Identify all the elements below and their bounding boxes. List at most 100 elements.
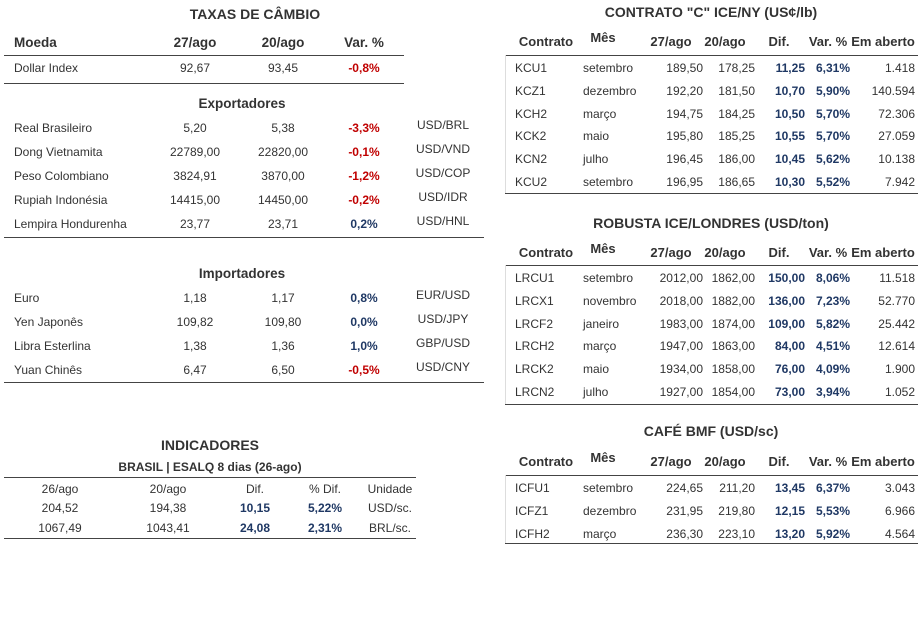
price-variation: 4,09% [815, 362, 850, 377]
indicadores-header-row: 26/ago 20/ago Dif. % Dif. Unidade [0, 480, 420, 498]
price-current: 1947,00 [659, 339, 703, 354]
contract-month: julho [583, 385, 609, 399]
contract-code: LRCH2 [515, 339, 555, 354]
market-header-divider [505, 265, 918, 266]
market-header-cell: Var. % [808, 454, 848, 469]
fx-header-divider [4, 55, 404, 56]
rate-current: 92,67 [179, 61, 211, 75]
price-previous: 1882,00 [711, 293, 755, 308]
rate-current: 23,77 [179, 217, 211, 231]
rate-variation: 0,0% [350, 315, 378, 329]
currency-name: Lempira Hondurenha [14, 217, 127, 231]
open-interest: 140.594 [871, 83, 915, 98]
indicadores-cell-b: 1043,41 [146, 521, 190, 535]
price-variation: 7,23% [815, 293, 850, 308]
market-title: ROBUSTA ICE/LONDRES (USD/ton) [593, 215, 829, 231]
rate-previous: 6,50 [271, 363, 295, 377]
table-row: Yen Japonês 109,82 109,80 0,0% USD/JPY [0, 312, 490, 332]
market-header-cell: Mês [590, 241, 616, 256]
table-row: KCH2 março 194,75 184,25 10,50 5,70% 72.306 [505, 103, 918, 125]
price-diff: 10,30 [774, 175, 805, 189]
contract-month: março [583, 339, 617, 354]
rate-previous: 1,36 [271, 339, 295, 353]
currency-pair: EUR/USD [415, 288, 470, 302]
price-variation: 6,37% [815, 481, 850, 495]
price-previous: 184,25 [718, 106, 755, 121]
open-interest: 52.770 [878, 293, 915, 308]
currency-name: Peso Colombiano [14, 169, 109, 183]
price-previous: 178,25 [718, 61, 755, 75]
price-variation: 5,53% [815, 504, 850, 518]
importadores-table: Euro 1,18 1,17 0,8% EUR/USD Yen Japonês 109,82… [0, 288, 490, 384]
indicadores-divider [4, 538, 416, 539]
contract-month: setembro [583, 61, 634, 75]
price-current: 196,95 [666, 175, 703, 189]
price-variation: 5,92% [815, 527, 850, 541]
contract-code: LRCK2 [515, 362, 554, 377]
market-header-cell: 20/ago [704, 245, 746, 260]
price-diff: 109,00 [768, 316, 805, 331]
market-header-divider [505, 55, 918, 56]
table-row: Euro 1,18 1,17 0,8% EUR/USD [0, 288, 490, 308]
price-variation: 3,94% [815, 385, 850, 399]
market-header-cell: Mês [590, 450, 616, 465]
price-diff: 13,45 [774, 481, 805, 495]
contract-code: ICFU1 [515, 481, 550, 495]
price-diff: 73,00 [774, 385, 805, 399]
price-variation: 8,06% [815, 271, 850, 285]
market-header-cell: Em aberto [851, 454, 915, 469]
price-diff: 150,00 [768, 271, 805, 285]
rate-variation: 1,0% [350, 339, 378, 353]
price-previous: 186,00 [718, 152, 755, 167]
market-header-cell: 20/ago [704, 34, 746, 49]
rate-current: 1,38 [183, 339, 207, 353]
contract-code: LRCN2 [515, 385, 555, 399]
currency-pair: USD/CNY [415, 360, 470, 374]
fx-header-var: Var. % [344, 35, 384, 50]
contract-code: ICFH2 [515, 527, 550, 541]
contract-code: KCU2 [515, 175, 548, 189]
contract-code: KCH2 [515, 106, 548, 121]
table-row: Dollar Index 92,67 93,45 -0,8% [0, 58, 480, 78]
price-current: 192,20 [666, 83, 703, 98]
currency-pair: USD/VND [415, 142, 470, 156]
price-variation: 4,51% [815, 339, 850, 354]
price-diff: 136,00 [768, 293, 805, 308]
price-current: 196,45 [666, 152, 703, 167]
price-previous: 219,80 [718, 504, 755, 518]
price-current: 1927,00 [659, 385, 703, 399]
table-row: LRCH2 março 1947,00 1863,00 84,00 4,51% 12.614 [505, 335, 918, 357]
market-header-cell: Em aberto [851, 34, 915, 49]
contract-code: KCU1 [515, 61, 548, 75]
table-row: LRCN2 julho 1927,00 1854,00 73,00 3,94% 1.052 [505, 381, 918, 403]
indicadores-cell-dif: 24,08 [239, 521, 271, 535]
contract-code: ICFZ1 [515, 504, 549, 518]
table-row: KCN2 julho 196,45 186,00 10,45 5,62% 10.138 [505, 148, 918, 170]
rate-current: 109,82 [176, 315, 214, 329]
currency-pair: USD/IDR [418, 190, 468, 204]
currency-pair: USD/BRL [416, 118, 469, 132]
market-bottom-divider [505, 193, 918, 194]
market-left-border [505, 55, 506, 193]
rate-variation: -0,2% [348, 193, 380, 207]
rate-current: 22789,00 [169, 145, 221, 159]
price-variation: 5,70% [815, 106, 850, 121]
importadores-divider [4, 382, 484, 383]
price-variation: 6,31% [815, 61, 850, 75]
market-header-cell: 27/ago [650, 34, 692, 49]
table-row: ICFU1 setembro 224,65 211,20 13,45 6,37% 3.043 [505, 477, 918, 499]
fx-header-row: Moeda 27/ago 20/ago Var. % [0, 34, 420, 54]
table-row: KCK2 maio 195,80 185,25 10,55 5,70% 27.059 [505, 125, 918, 147]
indicadores-title: INDICADORES [160, 437, 259, 453]
contract-code: LRCF2 [515, 316, 554, 331]
price-variation: 5,82% [815, 316, 850, 331]
open-interest: 72.306 [878, 106, 915, 121]
table-row: LRCX1 novembro 2018,00 1882,00 136,00 7,23% 52… [505, 290, 918, 312]
contract-month: setembro [583, 271, 634, 285]
indicadores-subtitle: BRASIL | ESALQ 8 dias (26-ago) [118, 460, 302, 474]
price-previous: 185,25 [718, 129, 755, 144]
rate-previous: 1,17 [271, 291, 295, 305]
price-variation: 5,62% [815, 152, 850, 167]
rate-variation: -3,3% [348, 121, 380, 135]
indicadores-cell-a: 1067,49 [38, 521, 82, 535]
